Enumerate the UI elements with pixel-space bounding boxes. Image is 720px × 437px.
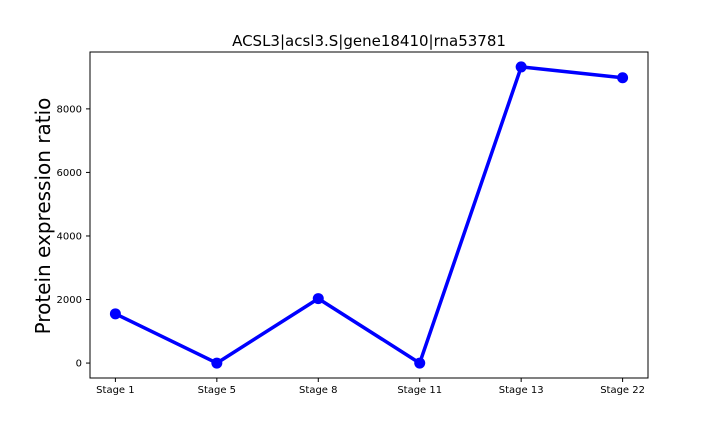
series-line bbox=[113, 65, 625, 365]
x-tick-label: Stage 8 bbox=[299, 385, 337, 396]
x-tick-label: Stage 1 bbox=[96, 385, 134, 396]
data-point bbox=[515, 61, 527, 73]
y-tick-label: 8000 bbox=[57, 104, 82, 115]
series-layer bbox=[109, 61, 629, 369]
data-point bbox=[211, 357, 223, 369]
y-axis-ticks: 0 2000 4000 6000 8000 bbox=[57, 104, 90, 370]
data-point bbox=[312, 293, 324, 305]
y-tick-label: 2000 bbox=[57, 295, 82, 306]
y-tick-label: 6000 bbox=[57, 168, 82, 179]
y-axis-title: Protein expression ratio bbox=[31, 98, 55, 335]
x-tick-label: Stage 5 bbox=[198, 385, 236, 396]
data-point bbox=[617, 72, 629, 84]
y-tick-label: 4000 bbox=[57, 231, 82, 242]
data-point bbox=[414, 357, 426, 369]
y-tick-label: 0 bbox=[76, 359, 82, 370]
chart-title: ACSL3|acsl3.S|gene18410|rna53781 bbox=[232, 32, 506, 50]
plot-area-frame bbox=[89, 51, 649, 379]
data-point bbox=[109, 308, 121, 320]
x-tick-label: Stage 11 bbox=[397, 385, 442, 396]
x-tick-label: Stage 22 bbox=[600, 385, 645, 396]
x-axis-ticks: Stage 1 Stage 5 Stage 8 Stage 11 Stage 13 Sta… bbox=[96, 378, 645, 396]
x-tick-label: Stage 13 bbox=[499, 385, 544, 396]
